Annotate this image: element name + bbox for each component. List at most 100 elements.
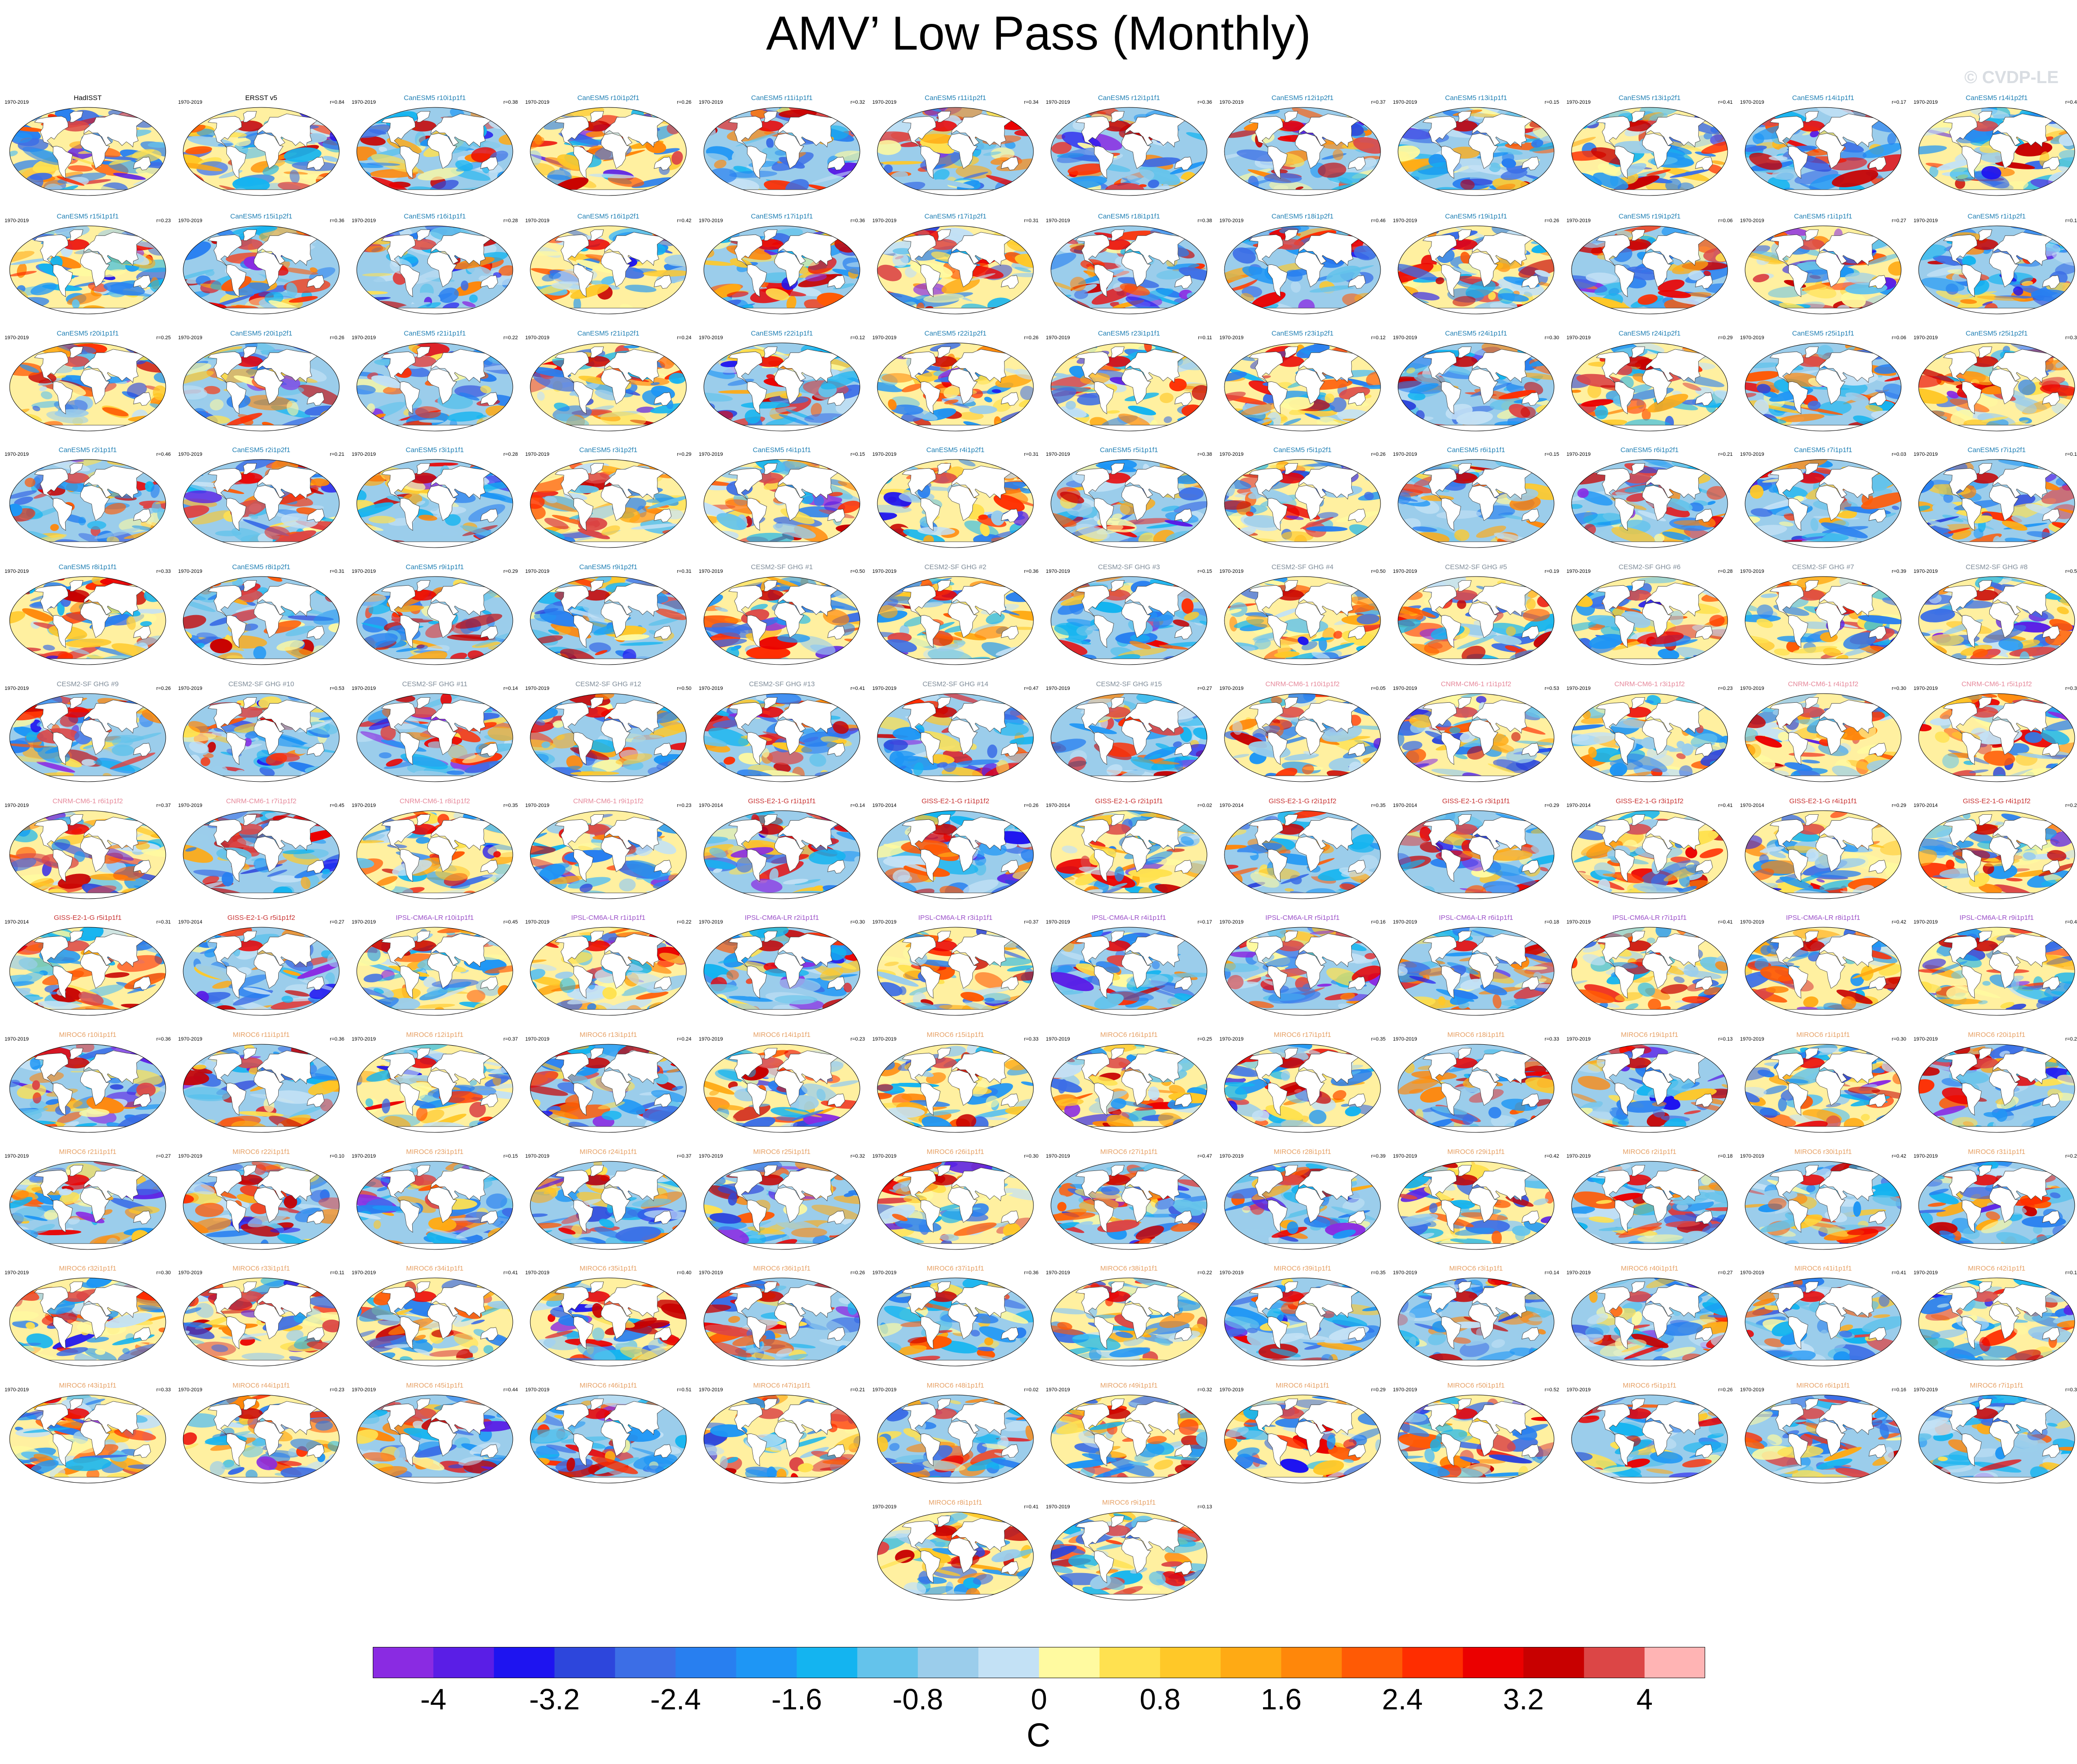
land-mask [1083, 1126, 1175, 1132]
land-mask [1819, 1284, 1880, 1318]
panel-years: 1970-2019 [1393, 1270, 1417, 1276]
map-panel: MIROC6 r33i1p1f1 1970-2019 r=0.11 [176, 1265, 346, 1366]
land-mask [573, 264, 594, 297]
land-mask [1951, 425, 2043, 431]
sst-anomaly-map [877, 1512, 1034, 1601]
panel-title: CanESM5 r4i1p1f1 [752, 446, 811, 454]
panel-pattern-correlation: r=0.38 [1197, 218, 1213, 224]
panel-title: CanESM5 r9i1p2f1 [579, 563, 638, 571]
land-mask [1631, 463, 1645, 475]
land-mask [1458, 111, 1472, 123]
panel-pattern-correlation: r=0.21 [1718, 452, 1733, 457]
land-mask [208, 935, 242, 968]
sst-anomaly-map [703, 107, 860, 196]
land-mask [1989, 252, 2019, 287]
land-mask [1001, 1561, 1019, 1575]
colorbar-units: C [1027, 1717, 1050, 1754]
land-mask [1083, 308, 1175, 314]
panel-years: 1970-2019 [699, 100, 723, 105]
land-mask [1615, 264, 1635, 297]
land-mask [53, 965, 73, 999]
map-outline [1224, 576, 1381, 665]
panel-pattern-correlation: r=0.47 [1197, 1154, 1213, 1159]
land-mask [427, 836, 457, 872]
land-mask [555, 702, 589, 734]
panel-years: 1970-2019 [1914, 1036, 1938, 1042]
land-mask [1348, 392, 1366, 406]
sst-anomaly-map [530, 1044, 687, 1133]
land-mask [257, 232, 318, 266]
panel-pattern-correlation: r=0.25 [1197, 1036, 1213, 1042]
land-mask [1124, 1518, 1185, 1552]
panel-title: CESM2-SF GHG #13 [749, 680, 815, 688]
land-mask [1257, 425, 1348, 431]
land-mask [1298, 232, 1359, 266]
land-mask [1471, 700, 1532, 734]
panel-years: 1970-2019 [525, 1270, 550, 1276]
map-panel: CanESM5 r15i1p1f1 1970-2019 r=0.23 [3, 213, 173, 314]
land-mask [1989, 369, 2019, 404]
land-mask [909, 308, 1001, 314]
panel-years: 1970-2019 [352, 569, 376, 574]
land-mask [400, 849, 420, 882]
land-mask [2042, 275, 2060, 289]
land-mask [728, 234, 763, 266]
land-mask [1174, 626, 1192, 639]
land-mask [1174, 1210, 1192, 1224]
map-outline [1224, 225, 1381, 314]
colorbar-swatch [494, 1647, 555, 1678]
panel-pattern-correlation: r=0.35 [503, 803, 518, 808]
land-mask [1951, 1360, 2043, 1366]
colorbar-swatch [1645, 1647, 1705, 1678]
land-mask [1284, 463, 1298, 475]
land-mask [1989, 133, 2019, 169]
sst-anomaly-map [1918, 927, 2075, 1016]
land-mask [1521, 976, 1539, 990]
panel-years: 1970-2019 [872, 1270, 897, 1276]
land-mask [1642, 602, 1672, 638]
land-mask [562, 541, 654, 548]
panel-years: 1970-2019 [1914, 686, 1938, 691]
land-mask [774, 252, 804, 287]
land-mask [1111, 814, 1125, 826]
land-mask [1869, 157, 1886, 170]
land-mask [555, 935, 589, 968]
land-mask [1604, 189, 1695, 196]
land-mask [400, 1082, 420, 1116]
sst-anomaly-map [1745, 810, 1902, 899]
map-panel: MIROC6 r5i1p1f1 1970-2019 r=0.26 [1565, 1382, 1735, 1484]
land-mask [921, 381, 941, 414]
land-mask [1111, 697, 1125, 709]
map-panel: CanESM5 r2i1p2f1 1970-2019 r=0.21 [176, 446, 346, 548]
land-mask [948, 953, 978, 989]
map-panel: CanESM5 r18i1p2f1 1970-2019 r=0.46 [1218, 213, 1387, 314]
land-mask [763, 1165, 778, 1176]
land-mask [430, 465, 491, 500]
land-mask [257, 113, 318, 148]
land-mask [777, 465, 838, 500]
land-mask [827, 392, 845, 406]
land-mask [562, 1477, 654, 1483]
sst-anomaly-map [703, 576, 860, 665]
map-outline [1050, 1512, 1207, 1601]
panel-title: IPSL-CM6A-LR r9i1p1f1 [1959, 914, 2034, 922]
panel-years: 1970-2019 [1046, 218, 1070, 224]
panel-title: CanESM5 r14i1p2f1 [1965, 94, 2028, 102]
land-mask [777, 232, 838, 266]
land-mask [226, 849, 247, 882]
panel-years: 1970-2019 [699, 1036, 723, 1042]
map-panel: CanESM5 r6i1p1f1 1970-2019 r=0.15 [1391, 446, 1561, 548]
map-panel: CanESM5 r16i1p2f1 1970-2019 r=0.42 [523, 213, 693, 314]
land-mask [1298, 465, 1359, 500]
land-mask [763, 1399, 778, 1410]
colorbar-tick-labels: -4 -3.2 -2.4 -1.6 -0.8 0 0.8 1.6 2.4 3.2 4 [0, 1682, 2077, 1719]
land-mask [573, 732, 594, 765]
land-mask [1788, 1316, 1808, 1350]
land-mask [1521, 626, 1539, 639]
panel-title: CanESM5 r7i1p1f1 [1794, 446, 1852, 454]
land-mask [1471, 349, 1532, 383]
map-panel: CanESM5 r11i1p1f1 1970-2019 r=0.32 [697, 94, 867, 196]
panel-title: CanESM5 r9i1p1f1 [405, 563, 464, 571]
sst-anomaly-map [183, 459, 340, 548]
